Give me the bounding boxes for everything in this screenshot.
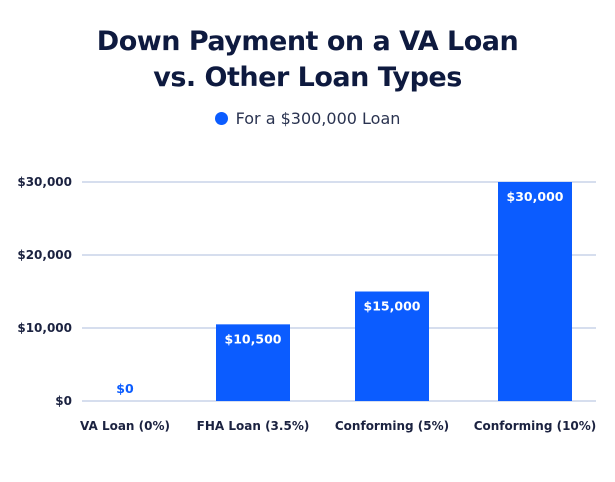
chart-title-line-1: Down Payment on a VA Loan [96, 26, 519, 57]
y-tick-label: $20,000 [17, 248, 72, 262]
x-category-label: VA Loan (0%) [80, 419, 170, 433]
x-category-label: Conforming (5%) [335, 419, 449, 433]
data-label: $10,500 [225, 331, 282, 346]
x-category-label: Conforming (10%) [474, 419, 597, 433]
chart-title-line-2: vs. Other Loan Types [153, 62, 462, 93]
data-label: $0 [116, 381, 134, 396]
y-tick-label: $0 [55, 394, 72, 408]
x-category-label: FHA Loan (3.5%) [197, 419, 310, 433]
y-tick-label: $30,000 [17, 175, 72, 189]
bar [498, 182, 572, 401]
legend-label: For a $300,000 Loan [235, 109, 401, 128]
bar [355, 291, 429, 401]
y-tick-label: $10,000 [17, 321, 72, 335]
legend-marker-icon [214, 112, 228, 125]
legend: For a $300,000 Loan [0, 109, 615, 128]
bar [216, 324, 290, 401]
data-label: $15,000 [364, 299, 421, 314]
data-label: $30,000 [507, 189, 564, 204]
